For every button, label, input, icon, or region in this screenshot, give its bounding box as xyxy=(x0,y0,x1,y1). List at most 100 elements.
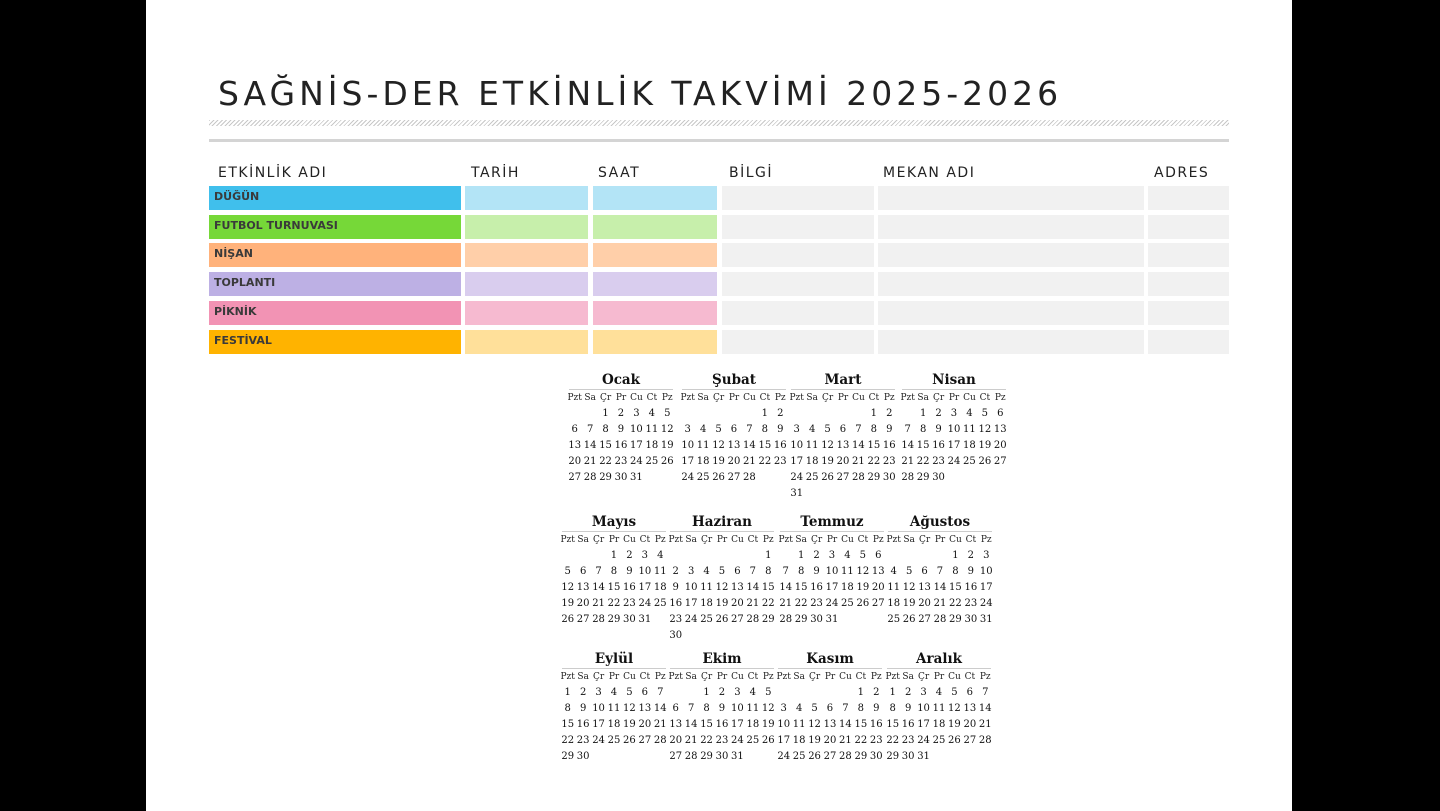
day-number: 23 xyxy=(964,598,978,609)
empty-day xyxy=(683,548,698,564)
day-number: 8 xyxy=(919,424,927,435)
day-number: 1 xyxy=(564,687,571,698)
day-number: 28 xyxy=(684,751,698,762)
weekday-label: Sa xyxy=(577,535,589,545)
day-number: 14 xyxy=(978,703,992,714)
day-number: 13 xyxy=(918,582,931,593)
day-number: 26 xyxy=(715,614,729,625)
day-number: 28 xyxy=(592,614,605,625)
day-number: 20 xyxy=(568,456,582,467)
day-number: 17 xyxy=(638,582,652,593)
day-number: 16 xyxy=(932,440,945,451)
day-number: 13 xyxy=(823,719,837,730)
day-number: 11 xyxy=(700,582,713,593)
day-number: 11 xyxy=(653,566,667,577)
day-number: 18 xyxy=(841,582,854,593)
day-number: 3 xyxy=(633,408,640,419)
day-number: 6 xyxy=(672,703,679,714)
header-event-name: ETKİNLİK ADI xyxy=(218,165,328,181)
day-number: 9 xyxy=(617,424,625,435)
month-divider xyxy=(887,668,991,669)
month-calendar: Ekim Pzt Sa Çr Pr Cu Ct Pz 1 2 3 4 5 6 7 8 9 10 11 12 13 14 15… xyxy=(668,651,776,765)
weekday-label: Sa xyxy=(902,672,914,682)
day-number: 22 xyxy=(561,735,575,746)
day-number: 29 xyxy=(949,614,962,625)
weekday-label: Pr xyxy=(728,393,740,403)
slide: SAĞNİS-DER ETKİNLİK TAKVİMİ 2025-2026 ET… xyxy=(146,0,1292,811)
day-number: 22 xyxy=(794,598,808,609)
day-number: 22 xyxy=(700,735,713,746)
day-number: 7 xyxy=(936,566,944,577)
event-address-cell xyxy=(1148,301,1229,325)
day-number: 17 xyxy=(777,735,791,746)
day-number: 31 xyxy=(825,614,839,625)
day-grid: 1 2 3 4 5 6 7 8 9 10 11 12 13 14 15 16 17 18 19 20 21 22 23 24 2… xyxy=(776,685,884,765)
weekday-label: Sa xyxy=(577,672,589,682)
day-number: 20 xyxy=(993,440,1007,451)
day-number: 24 xyxy=(592,735,605,746)
day-number: 10 xyxy=(638,566,652,577)
day-number: 8 xyxy=(761,424,769,435)
weekday-label: Pz xyxy=(979,672,991,682)
day-number: 31 xyxy=(630,472,643,483)
month-name: Kasım xyxy=(806,651,854,667)
day-number: 4 xyxy=(703,566,710,577)
weekday-label: Cu xyxy=(731,535,744,545)
weekday-label: Cu xyxy=(949,535,962,545)
day-number: 18 xyxy=(645,440,659,451)
weekday-label: Çr xyxy=(821,393,834,403)
day-number: 26 xyxy=(623,735,636,746)
day-number: 14 xyxy=(901,440,915,451)
empty-day xyxy=(917,548,932,564)
day-number: 15 xyxy=(794,582,808,593)
empty-day xyxy=(838,685,853,701)
day-number: 4 xyxy=(966,408,973,419)
day-number: 14 xyxy=(839,719,852,730)
day-number: 1 xyxy=(797,550,805,561)
empty-day xyxy=(822,685,837,701)
day-number: 24 xyxy=(790,472,804,483)
weekday-label: Pzt xyxy=(778,535,793,545)
day-grid: 1 2 3 4 5 6 7 8 9 10 11 12 13 14 15 16 17 18 19 20 21 22 23 24 2… xyxy=(789,406,897,502)
day-grid: 1 2 3 4 5 6 7 8 9 10 11 12 13 14 15 16 17 18 19 20 21 22 23 24 2… xyxy=(885,685,993,765)
day-number: 21 xyxy=(779,598,793,609)
day-number: 12 xyxy=(660,424,674,435)
weekday-label: Pzt xyxy=(680,393,695,403)
empty-day xyxy=(560,548,575,564)
weekday-label: Sa xyxy=(697,393,709,403)
day-number: 12 xyxy=(902,582,916,593)
weekday-label: Çr xyxy=(712,393,725,403)
day-number: 22 xyxy=(867,456,881,467)
day-number: 2 xyxy=(873,687,880,698)
day-number: 25 xyxy=(963,456,976,467)
day-number: 26 xyxy=(561,614,575,625)
day-grid: 1 2 3 4 5 6 7 8 9 10 11 12 13 14 15 16 17 18 19 20 21 22 23 24 2… xyxy=(680,406,788,486)
day-grid: 1 2 3 4 5 6 7 8 9 10 11 12 13 14 15 16 17 18 19 20 21 22 23 24 2… xyxy=(668,685,776,765)
day-number: 26 xyxy=(660,456,674,467)
day-number: 31 xyxy=(979,614,993,625)
day-number: 26 xyxy=(808,751,821,762)
weekday-label: Ct xyxy=(979,393,991,403)
day-number: 16 xyxy=(869,719,883,730)
day-number: 15 xyxy=(607,582,621,593)
weekday-label: Ct xyxy=(855,672,867,682)
day-number: 19 xyxy=(856,582,870,593)
day-number: 25 xyxy=(932,735,946,746)
day-number: 29 xyxy=(599,472,612,483)
day-number: 8 xyxy=(564,703,571,714)
day-number: 4 xyxy=(890,566,897,577)
day-number: 1 xyxy=(703,687,710,698)
day-number: 31 xyxy=(731,751,744,762)
day-number: 19 xyxy=(561,598,575,609)
month-name: Ağustos xyxy=(909,514,971,530)
day-number: 28 xyxy=(839,751,852,762)
day-number: 26 xyxy=(821,472,834,483)
day-number: 27 xyxy=(823,751,837,762)
day-number: 19 xyxy=(660,440,674,451)
weekday-label: Ct xyxy=(964,672,976,682)
day-number: 24 xyxy=(630,456,643,467)
weekday-label: Pzt xyxy=(776,672,791,682)
day-number: 21 xyxy=(933,598,947,609)
day-grid: 1 2 3 4 5 6 7 8 9 10 11 12 13 14 15 16 17 18 19 20 21 22 23 24 2… xyxy=(778,548,886,628)
weekday-label: Sa xyxy=(685,672,697,682)
